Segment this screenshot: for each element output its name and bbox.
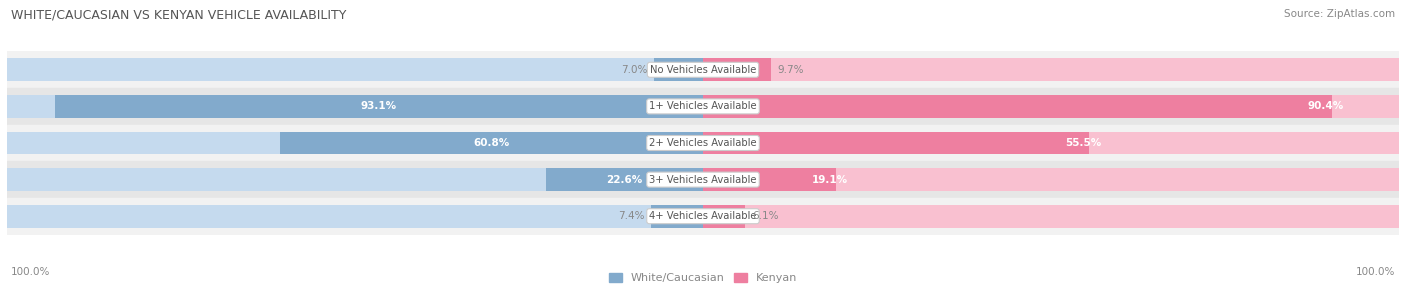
Bar bbox=[7, 88, 1399, 125]
Text: 9.7%: 9.7% bbox=[778, 65, 804, 75]
Text: WHITE/CAUCASIAN VS KENYAN VEHICLE AVAILABILITY: WHITE/CAUCASIAN VS KENYAN VEHICLE AVAILA… bbox=[11, 9, 347, 21]
Text: 7.4%: 7.4% bbox=[619, 211, 644, 221]
Bar bbox=[654, 58, 703, 81]
Text: 100.0%: 100.0% bbox=[11, 267, 51, 277]
Bar bbox=[703, 205, 1399, 228]
Text: 3+ Vehicles Available: 3+ Vehicles Available bbox=[650, 175, 756, 184]
Text: No Vehicles Available: No Vehicles Available bbox=[650, 65, 756, 75]
Bar bbox=[7, 58, 703, 81]
Bar bbox=[703, 168, 837, 191]
Text: 2+ Vehicles Available: 2+ Vehicles Available bbox=[650, 138, 756, 148]
Text: 1+ Vehicles Available: 1+ Vehicles Available bbox=[650, 102, 756, 111]
Bar bbox=[7, 51, 1399, 88]
Bar bbox=[703, 205, 745, 228]
Text: 19.1%: 19.1% bbox=[811, 175, 848, 184]
Bar bbox=[703, 95, 1399, 118]
Text: 55.5%: 55.5% bbox=[1064, 138, 1101, 148]
Text: 7.0%: 7.0% bbox=[621, 65, 647, 75]
Bar bbox=[546, 168, 703, 191]
Bar bbox=[703, 95, 1331, 118]
Bar bbox=[703, 132, 1399, 154]
Bar bbox=[280, 132, 703, 154]
Text: 100.0%: 100.0% bbox=[1355, 267, 1395, 277]
Text: 93.1%: 93.1% bbox=[361, 102, 396, 111]
Bar bbox=[7, 95, 703, 118]
Bar bbox=[7, 168, 703, 191]
Bar bbox=[703, 168, 1399, 191]
Text: 60.8%: 60.8% bbox=[474, 138, 509, 148]
Bar bbox=[7, 161, 1399, 198]
Bar bbox=[703, 58, 1399, 81]
Bar bbox=[651, 205, 703, 228]
Text: Source: ZipAtlas.com: Source: ZipAtlas.com bbox=[1284, 9, 1395, 19]
Legend: White/Caucasian, Kenyan: White/Caucasian, Kenyan bbox=[605, 268, 801, 286]
Text: 6.1%: 6.1% bbox=[752, 211, 779, 221]
Bar bbox=[7, 125, 1399, 161]
Bar bbox=[703, 58, 770, 81]
Bar bbox=[7, 205, 703, 228]
Text: 90.4%: 90.4% bbox=[1308, 102, 1344, 111]
Text: 4+ Vehicles Available: 4+ Vehicles Available bbox=[650, 211, 756, 221]
Bar bbox=[703, 132, 1090, 154]
Bar bbox=[7, 132, 703, 154]
Bar bbox=[55, 95, 703, 118]
Bar bbox=[7, 198, 1399, 235]
Text: 22.6%: 22.6% bbox=[606, 175, 643, 184]
